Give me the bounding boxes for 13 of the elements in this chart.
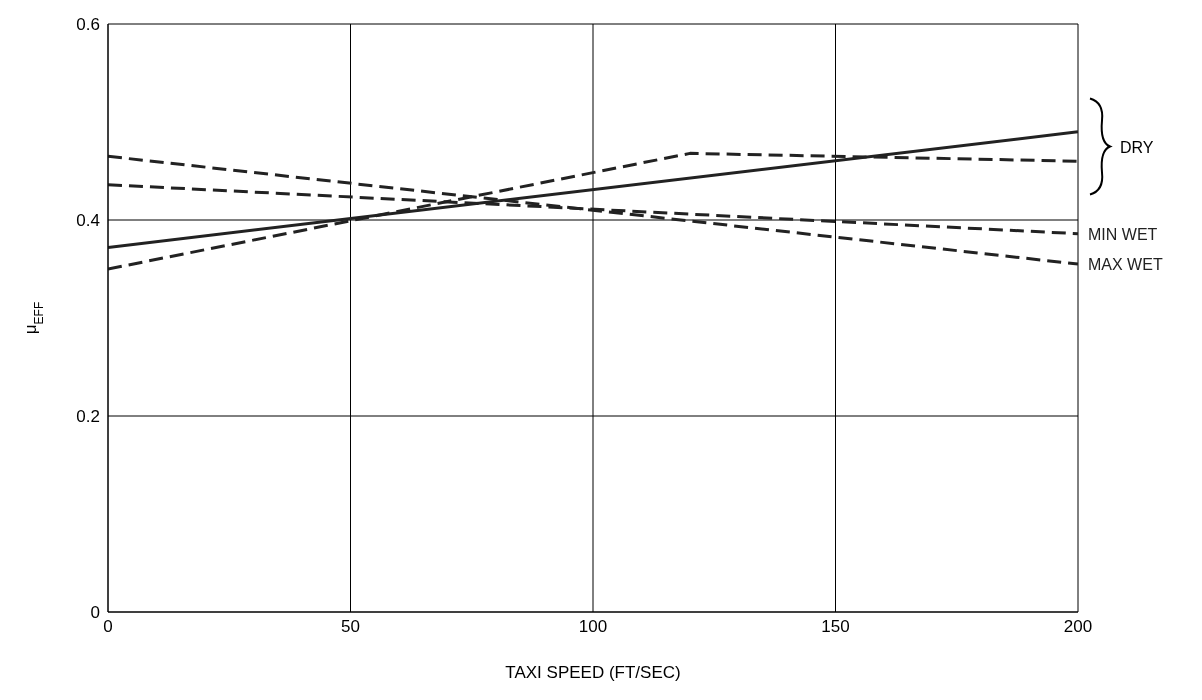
series-label: MAX WET	[1088, 256, 1163, 274]
x-tick-label: 100	[578, 617, 608, 637]
x-tick-label: 150	[821, 617, 850, 637]
y-tick-label: 0.2	[76, 407, 100, 427]
y-tick-label: 0.6	[76, 15, 100, 35]
y-tick-label: 0	[90, 603, 100, 623]
x-tick-label: 50	[341, 617, 360, 637]
series-label: MIN WET	[1088, 225, 1158, 243]
text: DRY	[1120, 138, 1154, 156]
x-tick-label: 200	[1063, 617, 1093, 637]
y-tick-label: 0.4	[76, 211, 100, 231]
x-tick-label: 0	[103, 617, 113, 637]
x-axis-title: TAXI SPEED (FT/SEC)	[505, 663, 681, 682]
